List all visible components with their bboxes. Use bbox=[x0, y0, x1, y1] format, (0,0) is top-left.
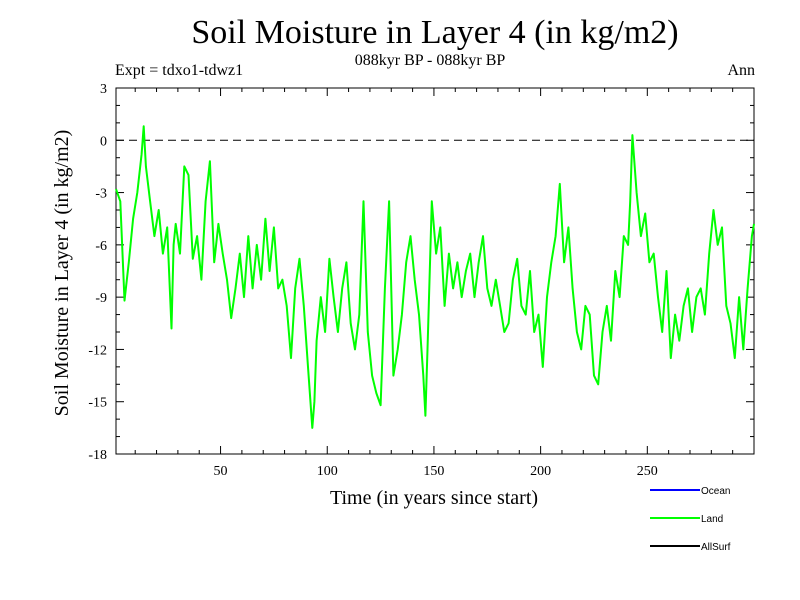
x-tick-label: 200 bbox=[530, 464, 551, 479]
x-tick-label: 150 bbox=[423, 464, 444, 479]
y-tick-label: -12 bbox=[88, 343, 107, 358]
y-tick-label: 3 bbox=[100, 82, 107, 97]
experiment-label: Expt = tdxo1-tdwz1 bbox=[115, 62, 244, 79]
y-tick-label: -9 bbox=[95, 291, 107, 306]
y-tick-label: 0 bbox=[100, 134, 107, 149]
legend-label-land: Land bbox=[701, 514, 723, 525]
x-tick-label: 100 bbox=[317, 464, 338, 479]
legend-label-allsurf: AllSurf bbox=[701, 542, 731, 553]
y-tick-label: -18 bbox=[88, 448, 107, 463]
y-tick-label: -6 bbox=[95, 239, 107, 254]
x-tick-label: 50 bbox=[214, 464, 228, 479]
chart-subtitle: 088kyr BP - 088kyr BP bbox=[354, 52, 506, 69]
legend-label-ocean: Ocean bbox=[701, 486, 730, 497]
x-axis-label: Time (in years since start) bbox=[330, 487, 538, 509]
y-tick-label: -3 bbox=[95, 187, 107, 202]
season-label: Ann bbox=[727, 62, 755, 79]
series-line-land bbox=[115, 125, 755, 429]
x-tick-label: 250 bbox=[637, 464, 658, 479]
plot-frame bbox=[115, 87, 755, 455]
chart-title: Soil Moisture in Layer 4 (in kg/m2) bbox=[191, 14, 679, 51]
y-tick-label: -15 bbox=[88, 396, 107, 411]
y-axis-label: Soil Moisture in Layer 4 (in kg/m2) bbox=[51, 130, 73, 417]
